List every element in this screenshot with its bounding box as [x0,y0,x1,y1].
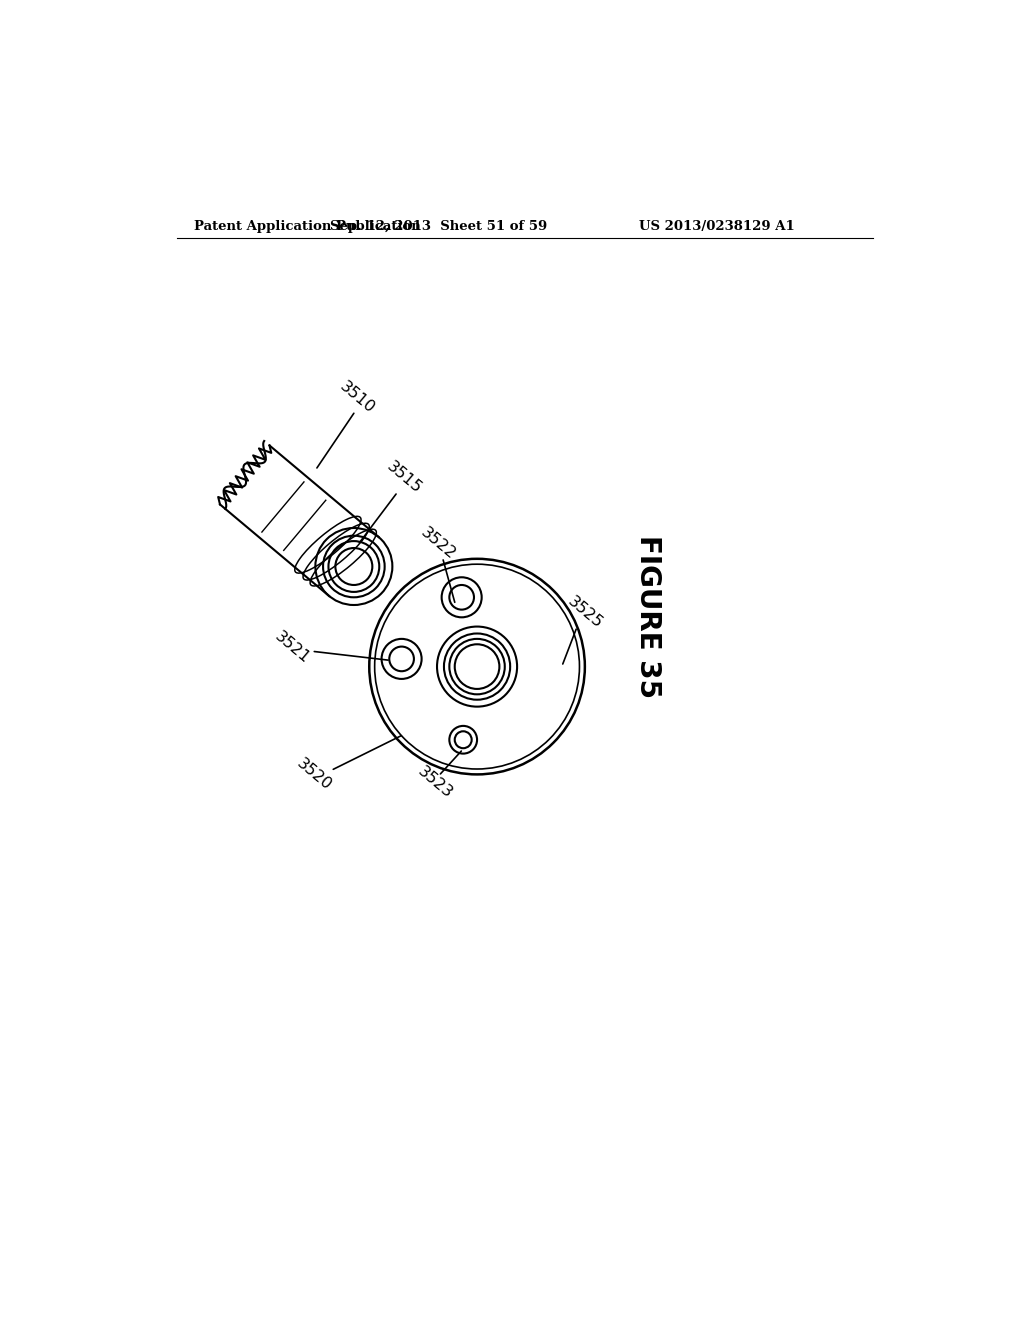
Text: FIGURE 35: FIGURE 35 [634,535,662,698]
Text: 3521: 3521 [272,628,312,667]
Text: 3523: 3523 [415,763,455,801]
Text: Sep. 12, 2013  Sheet 51 of 59: Sep. 12, 2013 Sheet 51 of 59 [330,219,547,232]
Text: 3515: 3515 [384,459,424,496]
Text: 3520: 3520 [294,755,334,793]
Text: 3510: 3510 [337,379,378,416]
Text: US 2013/0238129 A1: US 2013/0238129 A1 [639,219,795,232]
Text: 3525: 3525 [564,594,605,631]
Text: 3522: 3522 [418,524,459,562]
Text: Patent Application Publication: Patent Application Publication [195,219,421,232]
